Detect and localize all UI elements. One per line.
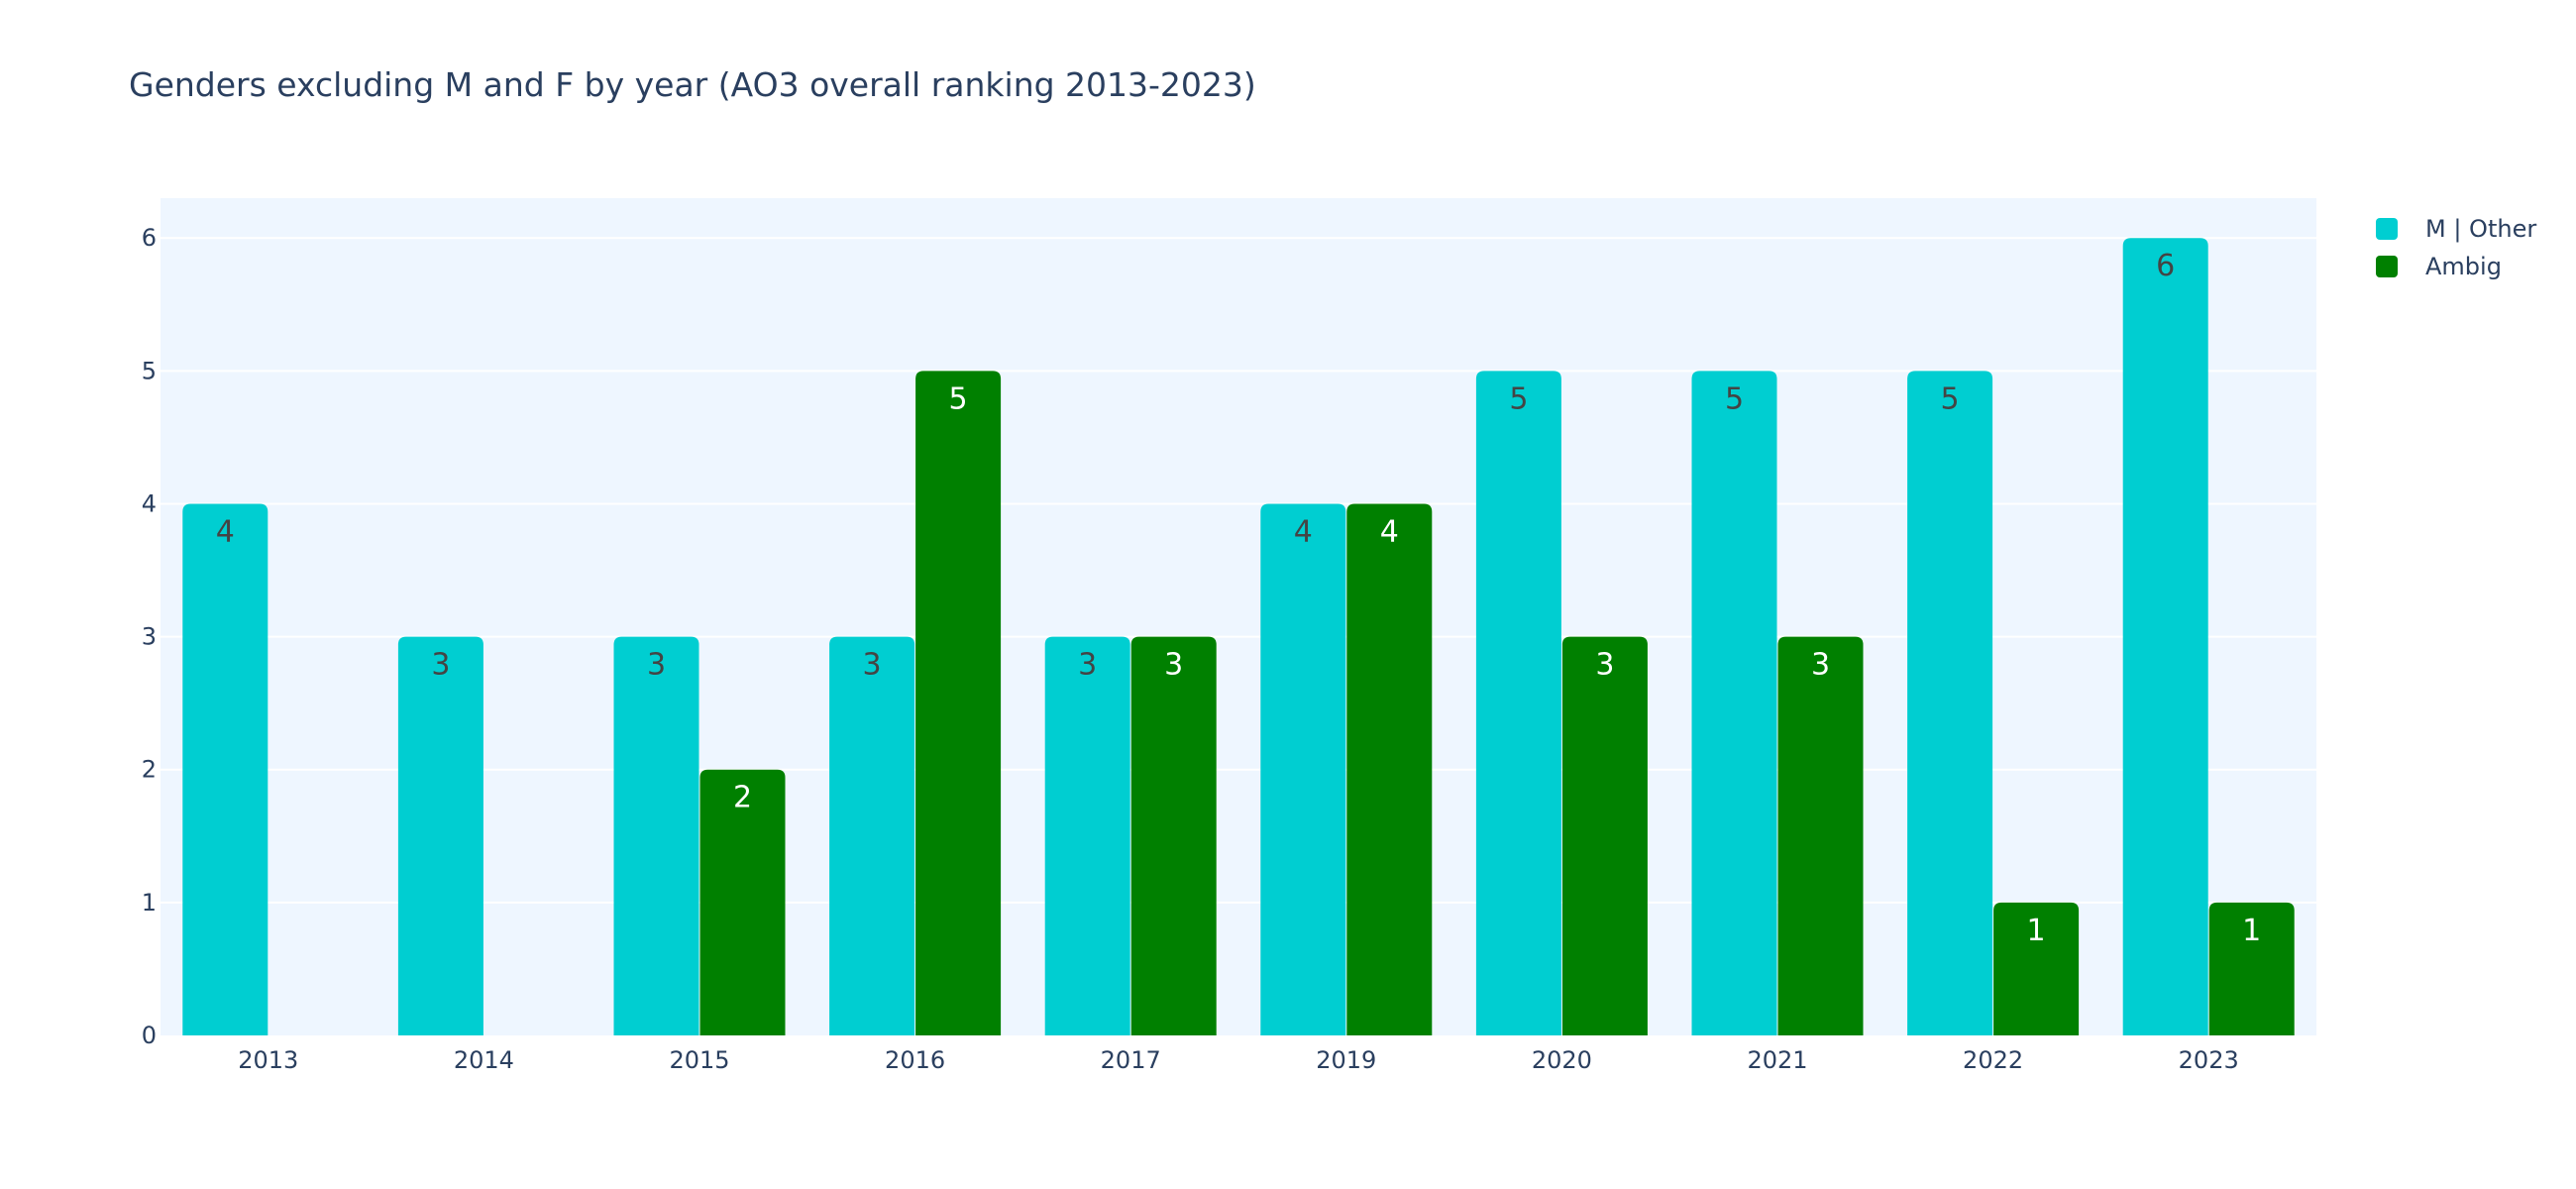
y-tick-label: 1 — [142, 889, 157, 917]
bar-value-label: 3 — [1164, 648, 1183, 683]
bar-m-other-2019[interactable] — [1260, 503, 1346, 1035]
x-axis-ticks: 2013 2014 2015 2016 2017 2019 2020 2021 2022 2023 — [238, 1046, 2238, 1074]
bar-value-label: 4 — [216, 514, 235, 549]
y-tick-label: 2 — [142, 756, 157, 784]
bar-value-label: 3 — [647, 648, 666, 683]
bar-ambig-2019[interactable] — [1346, 503, 1433, 1035]
y-tick-label: 6 — [142, 224, 157, 252]
x-tick-label: 2021 — [1747, 1046, 1807, 1074]
y-tick-label: 5 — [142, 357, 157, 384]
x-tick-label: 2016 — [885, 1046, 945, 1074]
legend-swatch — [2376, 218, 2398, 240]
bar-value-label: 3 — [1811, 648, 1830, 683]
x-tick-label: 2020 — [1532, 1046, 1592, 1074]
bar-value-label: 1 — [2242, 914, 2261, 948]
bar-m-other-2021[interactable] — [1691, 371, 1777, 1035]
y-axis-ticks: 0 1 2 3 4 5 6 — [142, 224, 157, 1049]
bar-value-label: 5 — [1941, 381, 1960, 416]
plot-area — [161, 198, 2316, 1035]
bar-labels: 4 3 3 2 3 5 3 3 4 4 5 3 5 3 5 1 6 1 — [216, 249, 2261, 948]
bar-m-other-2020[interactable] — [1475, 371, 1561, 1035]
bars — [182, 238, 2295, 1035]
y-tick-label: 3 — [142, 623, 157, 651]
legend-item-m-other[interactable]: M | Other — [2376, 210, 2536, 248]
chart-title: Genders excluding M and F by year (AO3 o… — [129, 65, 1256, 104]
x-tick-label: 2023 — [2179, 1046, 2239, 1074]
bar-m-other-2013[interactable] — [182, 503, 268, 1035]
y-tick-label: 0 — [142, 1022, 157, 1049]
bar-m-other-2022[interactable] — [1907, 371, 1993, 1035]
bar-m-other-2017[interactable] — [1044, 636, 1130, 1035]
bar-ambig-2022[interactable] — [1993, 902, 2080, 1035]
x-tick-label: 2014 — [454, 1046, 514, 1074]
bar-m-other-2015[interactable] — [613, 636, 699, 1035]
gridlines — [161, 237, 2316, 904]
legend-label: M | Other — [2425, 215, 2537, 243]
x-tick-label: 2015 — [669, 1046, 729, 1074]
x-tick-label: 2013 — [238, 1046, 298, 1074]
bar-value-label: 5 — [1509, 381, 1528, 416]
bar-ambig-2015[interactable] — [699, 769, 786, 1035]
legend: M | Other Ambig — [2376, 210, 2536, 285]
y-tick-label: 4 — [142, 489, 157, 517]
bar-value-label: 6 — [2156, 249, 2175, 283]
bar-ambig-2021[interactable] — [1777, 636, 1864, 1035]
x-tick-label: 2022 — [1963, 1046, 2023, 1074]
legend-swatch — [2376, 256, 2398, 277]
x-tick-label: 2019 — [1316, 1046, 1376, 1074]
bar-m-other-2016[interactable] — [829, 636, 915, 1035]
bar-ambig-2016[interactable] — [915, 371, 1002, 1035]
bar-ambig-2020[interactable] — [1561, 636, 1648, 1035]
bar-value-label: 3 — [1078, 648, 1097, 683]
legend-item-ambig[interactable]: Ambig — [2376, 248, 2536, 285]
bar-value-label: 1 — [2027, 914, 2046, 948]
bar-value-label: 2 — [733, 781, 752, 815]
bar-ambig-2017[interactable] — [1130, 636, 1217, 1035]
bar-value-label: 3 — [1595, 648, 1614, 683]
bar-m-other-2023[interactable] — [2122, 238, 2208, 1035]
bar-value-label: 5 — [949, 381, 968, 416]
bar-value-label: 5 — [1725, 381, 1744, 416]
bar-ambig-2023[interactable] — [2208, 902, 2295, 1035]
bar-value-label: 4 — [1294, 514, 1313, 549]
legend-label: Ambig — [2425, 253, 2502, 280]
bar-value-label: 3 — [431, 648, 450, 683]
x-tick-label: 2017 — [1101, 1046, 1161, 1074]
bar-value-label: 4 — [1380, 514, 1399, 549]
bar-value-label: 3 — [863, 648, 882, 683]
bar-m-other-2014[interactable] — [397, 636, 483, 1035]
